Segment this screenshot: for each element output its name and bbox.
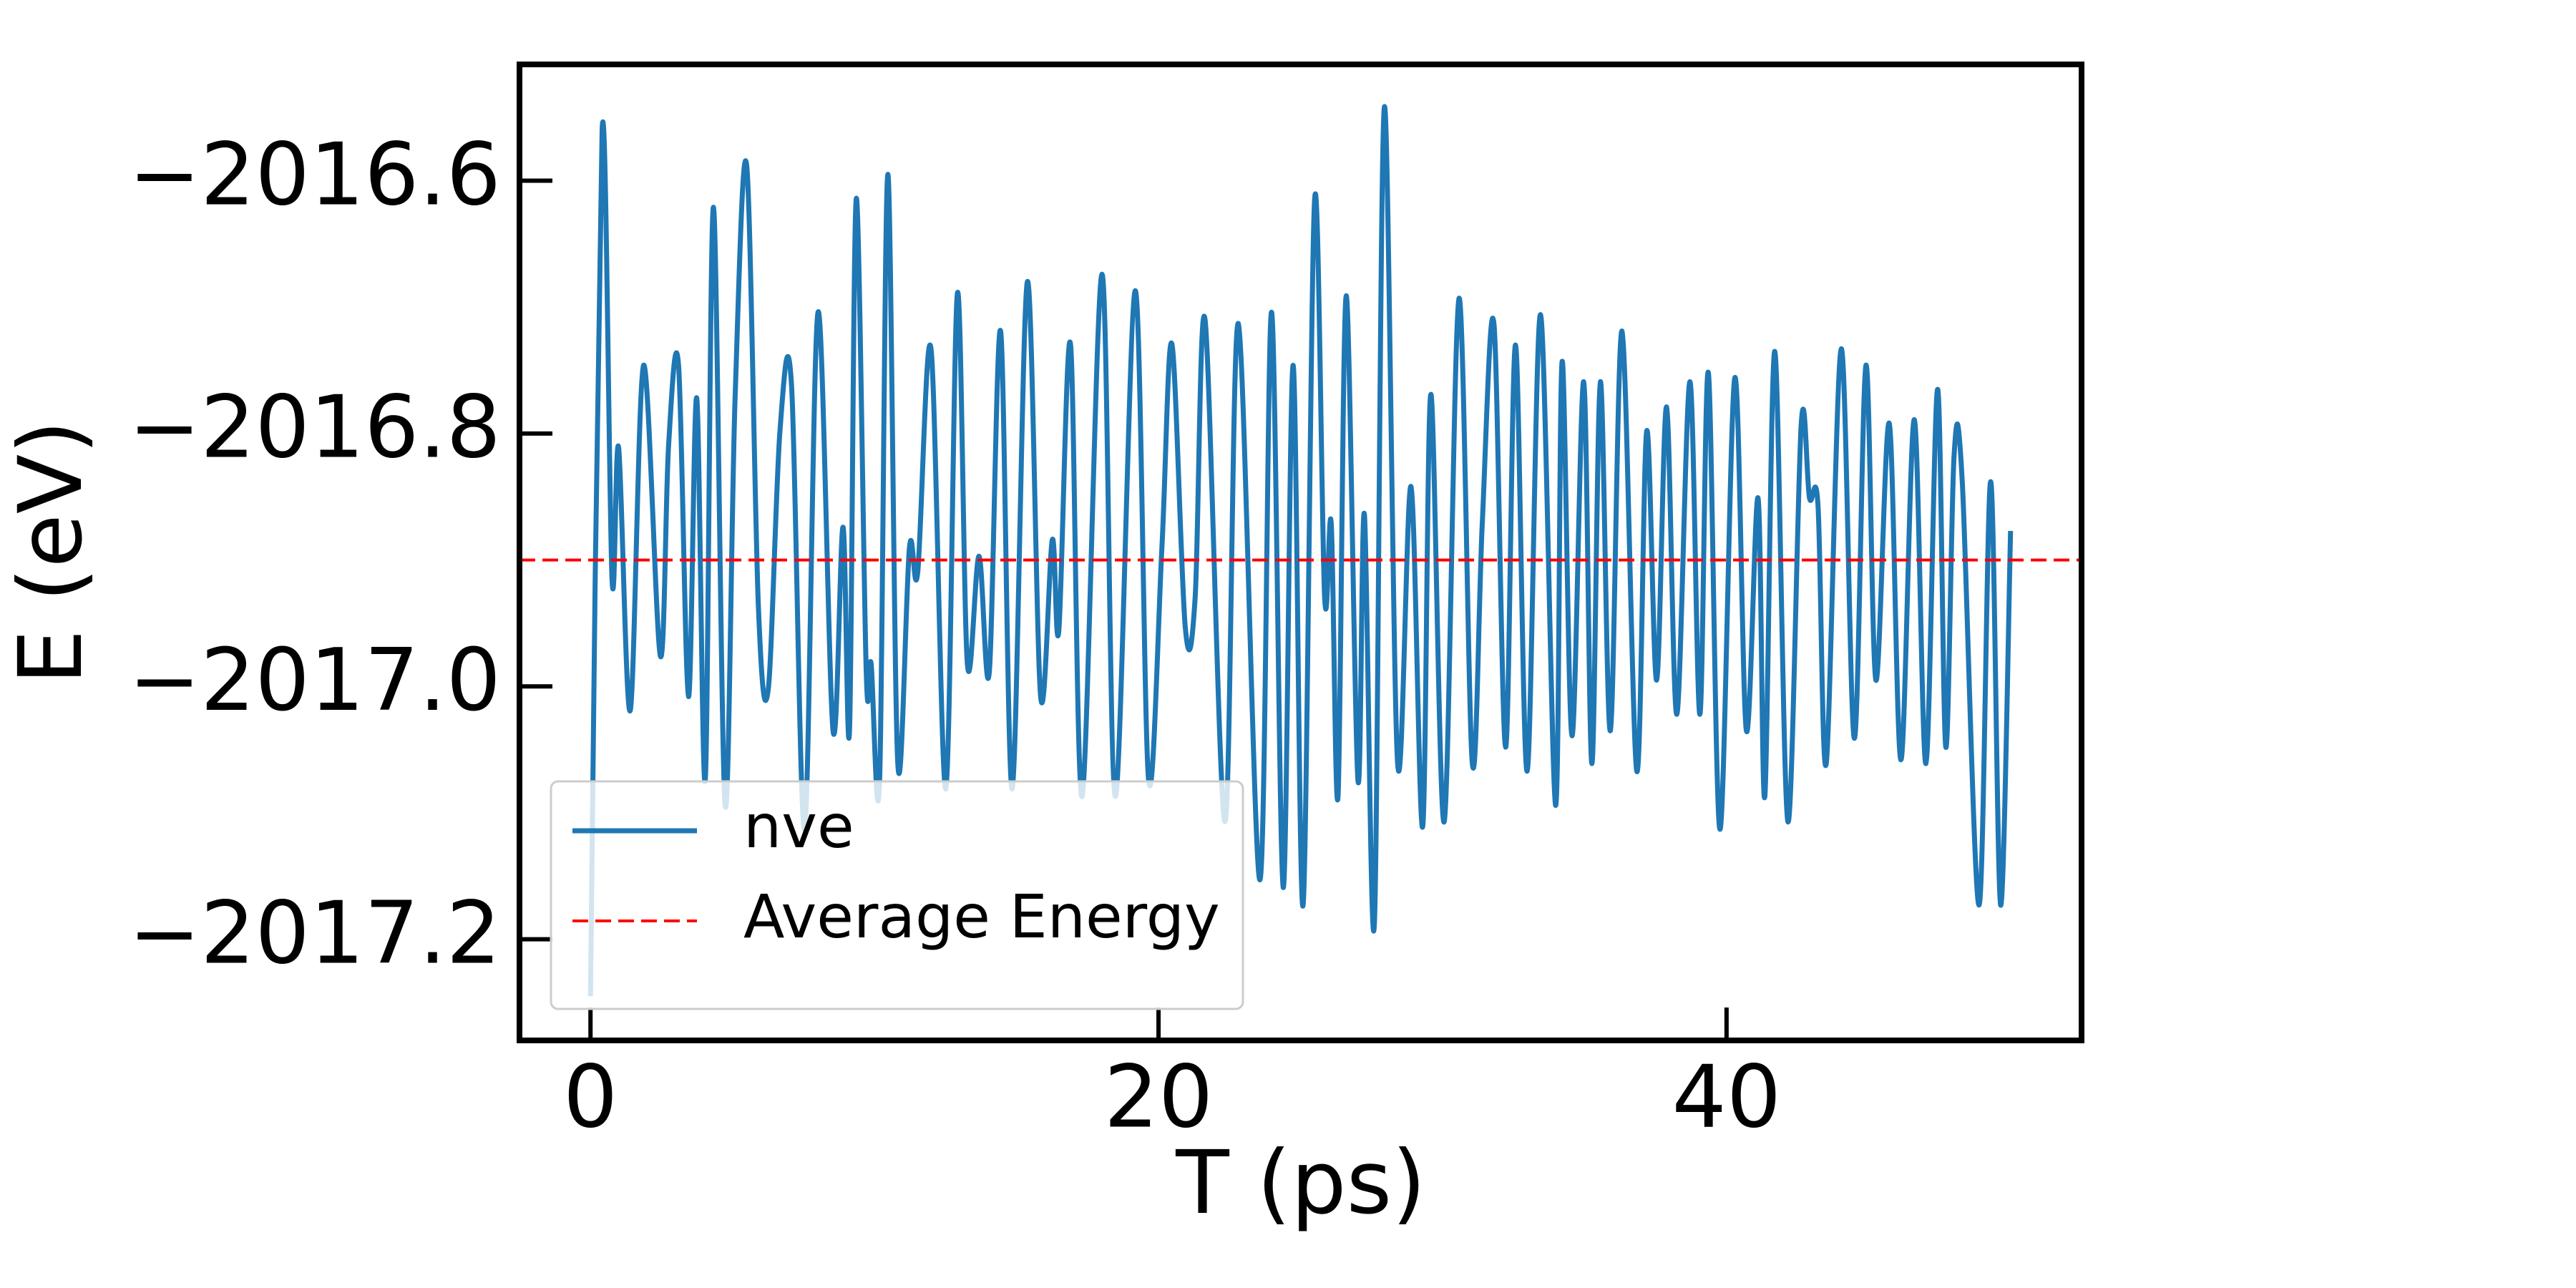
y-tick-label: −2017.0 (129, 631, 501, 731)
y-axis-label: E (eV) (0, 420, 102, 685)
x-tick-label: 40 (1672, 1048, 1782, 1148)
y-tick-label: −2016.8 (129, 379, 501, 478)
data-line (587, 104, 2014, 997)
legend-box (550, 780, 1244, 1010)
x-tick-label: 0 (563, 1048, 618, 1148)
legend-label: nve (743, 791, 854, 862)
y-tick-label: −2016.6 (129, 125, 501, 225)
legend-label: Average Energy (743, 882, 1220, 952)
x-tick-label: 20 (1104, 1048, 1214, 1148)
axes-frame (517, 62, 2084, 1043)
y-tick-label: −2017.2 (129, 884, 501, 983)
x-axis-label: T (ps) (1175, 1132, 1426, 1234)
